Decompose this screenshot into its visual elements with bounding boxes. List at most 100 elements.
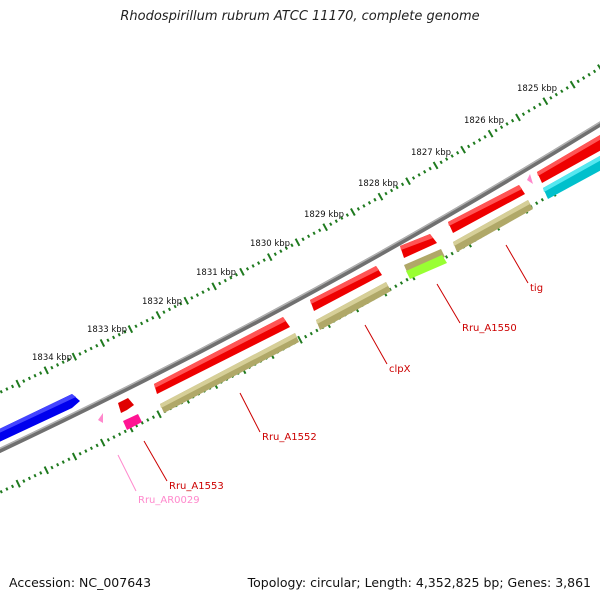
blue-gene-arrow[interactable] (0, 394, 80, 444)
inner-ruler-tick (0, 489, 3, 494)
leader-rru-a1550 (436, 283, 461, 324)
outer-ruler-tick (345, 213, 349, 217)
outer-ruler-tick (312, 231, 316, 236)
outer-ruler-tick (43, 366, 49, 375)
outer-ruler-tick (179, 301, 183, 306)
outer-ruler-tick (239, 267, 245, 276)
inner-ruler-tick (146, 418, 150, 422)
gene-arrow-rru-a1553[interactable] (118, 398, 134, 413)
outer-ruler-tick (290, 243, 294, 248)
outer-ruler-tick (284, 246, 288, 250)
outer-ruler-tick (400, 182, 405, 187)
outer-ruler-tick (521, 112, 526, 116)
inner-ruler-tick (61, 460, 65, 464)
accession-text: Accession: NC_007643 (9, 575, 152, 590)
green-gene-arrow[interactable] (406, 255, 447, 279)
outer-ruler-tick (55, 363, 60, 367)
outer-ruler-tick (15, 379, 21, 388)
inner-ruler-tick (84, 449, 88, 453)
gene-label-tig[interactable]: tig (530, 283, 543, 294)
outer-ruler-tick (411, 176, 416, 180)
inner-ruler-tick (399, 281, 404, 285)
inner-ruler-tick (15, 479, 21, 488)
outer-ruler-tick (395, 185, 399, 190)
inner-ruler-tick (27, 476, 32, 481)
outer-ruler-tick (432, 161, 439, 170)
outer-ruler-tick (83, 349, 88, 354)
outer-ruler-tick (542, 97, 549, 106)
outer-ruler-tick (162, 310, 166, 314)
outer-ruler-tick (201, 290, 205, 294)
outer-ruler-tick (234, 272, 238, 277)
scale-label-1825: 1825 kbp (517, 84, 557, 94)
gene-label-rru-ar0029[interactable]: Rru_AR0029 (138, 495, 200, 506)
outer-ruler-tick (112, 335, 116, 340)
scale-label-1829: 1829 kbp (304, 210, 344, 220)
outer-ruler-tick (33, 373, 37, 378)
gene-label-clpx[interactable]: clpX (389, 364, 411, 375)
outer-ruler-tick (95, 343, 99, 348)
outer-ruler-tick (106, 338, 110, 343)
outer-ruler-tick (362, 204, 366, 208)
gene-labels: Rru_AR0029 Rru_A1553 Rru_A1552 clpX Rru_… (138, 283, 543, 506)
scale-label-1832: 1832 kbp (142, 297, 182, 307)
gene-label-rru-a1553[interactable]: Rru_A1553 (169, 481, 224, 492)
inner-ruler-tick (106, 438, 110, 442)
outer-ruler-tick (565, 86, 569, 90)
outer-ruler-tick (279, 249, 283, 253)
outer-ruler-tick (487, 129, 494, 138)
inner-ruler-tick (10, 484, 15, 489)
gene-arrow-rru-a1550-forward[interactable] (400, 234, 437, 258)
gene-arrow-rru-a1550-reverse[interactable] (404, 249, 445, 272)
outer-ruler-tick (167, 307, 172, 312)
outer-ruler-tick (145, 318, 149, 323)
outer-ruler-tick (483, 135, 487, 139)
outer-ruler-tick (190, 296, 194, 300)
outer-ruler-tick (329, 222, 333, 226)
inner-ruler-tick (71, 452, 78, 461)
pink-feature-marker[interactable] (527, 174, 533, 184)
outer-ruler-tick (10, 384, 15, 389)
inner-ruler-tick (118, 432, 122, 437)
scale-label-1827: 1827 kbp (411, 148, 451, 158)
inner-ruler-tick (89, 446, 94, 451)
outer-ruler-tick (318, 228, 322, 233)
outer-ruler-tick (322, 223, 328, 232)
outer-ruler-tick (515, 113, 521, 122)
outer-ruler-tick (140, 321, 144, 326)
inner-ruler-tick (151, 415, 156, 419)
inner-ruler-tick (100, 438, 106, 447)
inner-ruler-tick (535, 201, 539, 206)
outer-ruler-tick (569, 80, 576, 89)
outer-ruler-tick (267, 253, 273, 262)
outer-ruler-tick (549, 96, 553, 100)
outer-ruler-tick (223, 278, 227, 283)
inner-ruler-tick (95, 443, 99, 448)
outer-ruler-tick (367, 201, 372, 205)
outer-ruler-tick (499, 125, 504, 129)
leader-tig (505, 244, 529, 284)
inner-ruler-tick (309, 331, 313, 336)
outer-ruler-tick (195, 293, 199, 297)
outer-ruler-tick (477, 138, 482, 142)
inner-ruler-tick (22, 479, 26, 483)
outer-ruler-tick (428, 166, 432, 171)
outer-ruler-tick (39, 371, 43, 375)
outer-ruler-tick (262, 258, 266, 262)
outer-ruler-tick (251, 264, 255, 268)
gene-label-rru-a1550[interactable]: Rru_A1550 (462, 323, 517, 334)
outer-ruler-tick (581, 76, 586, 80)
outer-ruler-tick (89, 346, 93, 351)
outer-ruler-tick (127, 325, 134, 334)
outer-ruler-tick (472, 141, 476, 145)
pink-rna-marker[interactable] (98, 413, 103, 423)
outer-ruler-tick (538, 102, 542, 107)
magenta-gene-arrow[interactable] (123, 414, 142, 430)
outer-ruler-tick (22, 379, 26, 383)
outer-ruler-tick (423, 170, 427, 174)
label-leader-lines (117, 244, 529, 492)
gene-label-rru-a1552[interactable]: Rru_A1552 (262, 432, 317, 443)
inner-ruler-tick (5, 487, 9, 491)
outer-ruler-tick (592, 69, 597, 74)
outer-ruler-tick (183, 296, 189, 305)
